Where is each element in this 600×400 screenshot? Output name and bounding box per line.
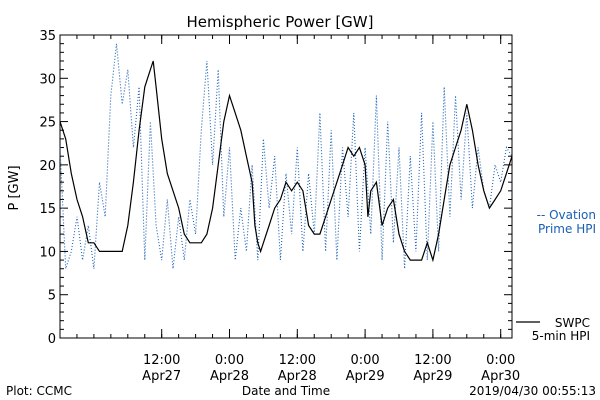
y-tick-label: 20 [39,159,56,174]
chart-title: Hemispheric Power [GW] [187,13,374,31]
x-tick-time-label: 0:00 [486,353,515,368]
legend-ovation-label: -- Ovation [537,208,596,222]
x-tick-date-label: Apr30 [481,369,520,384]
x-tick-time-label: 0:00 [215,353,244,368]
x-tick-date-label: Apr28 [278,369,317,384]
x-tick-date-label: Apr28 [210,369,249,384]
y-axis-label: P [GW] [7,165,22,210]
y-axis-ticks: 0 5 10 15 20 25 30 35 [39,29,512,347]
series-layer [59,43,513,269]
x-axis-label: Date and Time [242,384,330,398]
plot-timestamp: 2019/04/30 00:55:13 [469,384,596,398]
plot-frame [59,34,513,339]
y-tick-label: 0 [48,332,56,347]
x-axis-ticks: 12:00Apr270:00Apr2812:00Apr280:00Apr2912… [59,35,520,384]
y-tick-label: 10 [39,245,56,260]
x-tick-date-label: Apr29 [346,369,385,384]
legend-ovation-label-line2: Prime HPI [538,222,596,236]
y-tick-label: 25 [39,116,56,131]
legend-swpc-label-line2: 5-min HPI [532,329,590,343]
legend-swpc-label: SWPC [555,316,590,330]
y-tick-label: 30 [39,72,56,87]
plot-credit: Plot: CCMC [6,384,72,398]
x-tick-date-label: Apr29 [413,369,452,384]
y-tick-label: 35 [39,29,56,44]
x-tick-time-label: 0:00 [350,353,379,368]
x-tick-time-label: 12:00 [414,353,451,368]
ovation-prime-hpi-line [59,43,513,269]
x-tick-time-label: 12:00 [279,353,316,368]
y-tick-label: 15 [39,202,56,217]
x-tick-date-label: Apr27 [142,369,181,384]
x-tick-time-label: 12:00 [143,353,180,368]
y-tick-label: 5 [48,289,56,304]
swpc-hpi-line [59,60,513,263]
